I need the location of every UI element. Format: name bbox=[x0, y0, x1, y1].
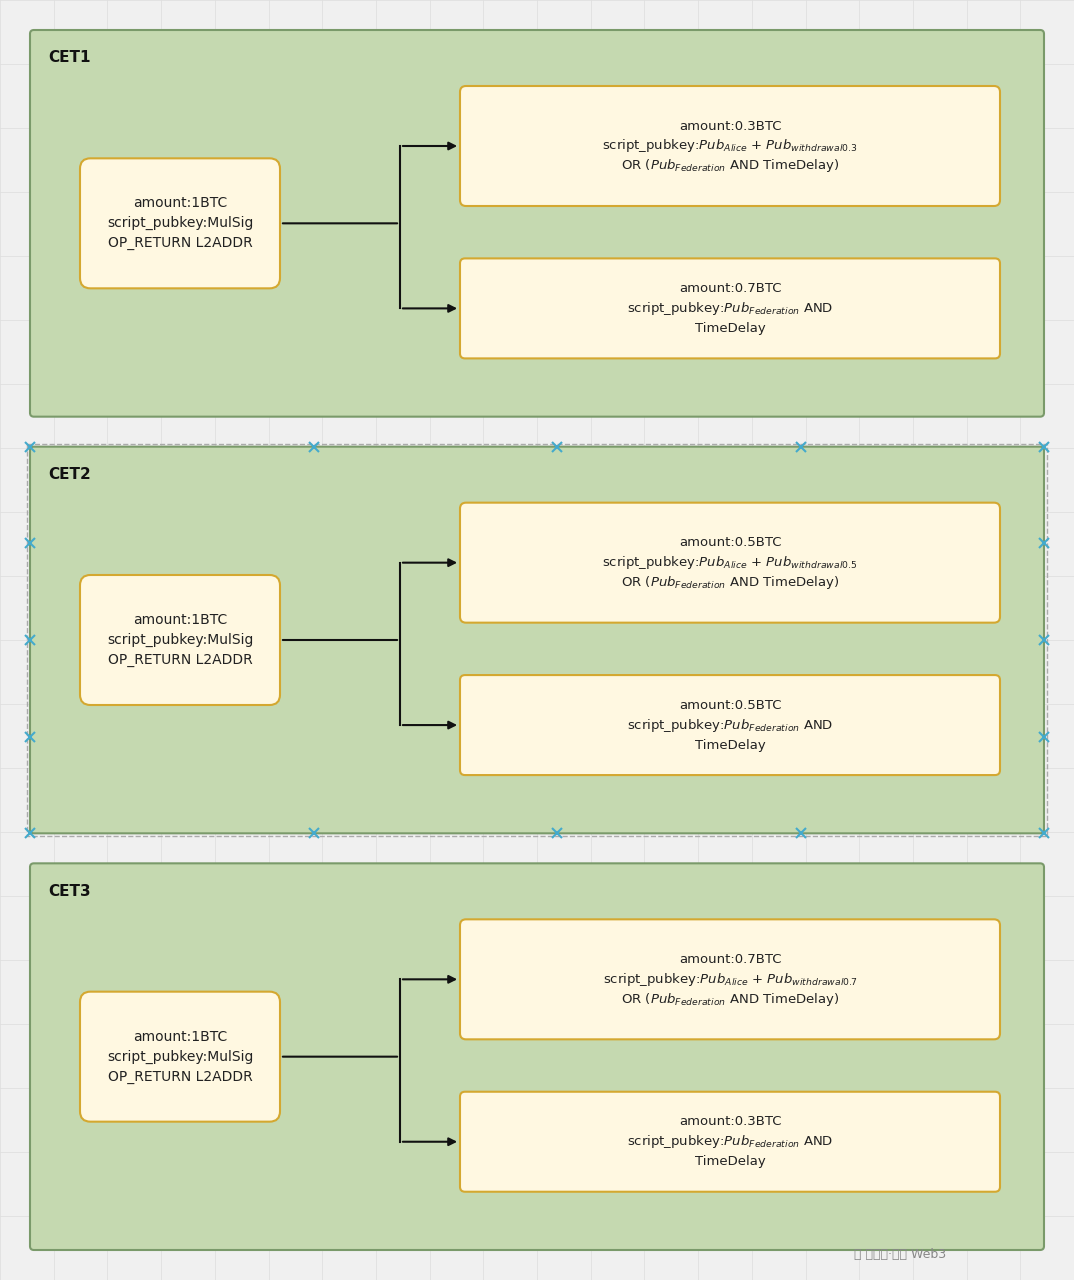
Text: script_pubkey:MulSig: script_pubkey:MulSig bbox=[106, 1050, 253, 1064]
Text: OP_RETURN L2ADDR: OP_RETURN L2ADDR bbox=[107, 1070, 252, 1084]
Text: OR ($\mathit{Pub}_{Federation}$ AND TimeDelay): OR ($\mathit{Pub}_{Federation}$ AND Time… bbox=[621, 157, 839, 174]
Text: script_pubkey:$\mathit{Pub}_{Federation}$ AND: script_pubkey:$\mathit{Pub}_{Federation}… bbox=[627, 300, 833, 317]
Text: CET3: CET3 bbox=[48, 883, 90, 899]
Text: script_pubkey:$\mathit{Pub}_{Federation}$ AND: script_pubkey:$\mathit{Pub}_{Federation}… bbox=[627, 1133, 833, 1151]
Text: TimeDelay: TimeDelay bbox=[695, 321, 766, 335]
Text: CET2: CET2 bbox=[48, 467, 90, 483]
Text: OR ($\mathit{Pub}_{Federation}$ AND TimeDelay): OR ($\mathit{Pub}_{Federation}$ AND Time… bbox=[621, 575, 839, 591]
Text: amount:0.3BTC: amount:0.3BTC bbox=[679, 1115, 781, 1128]
Bar bbox=[27, 444, 1047, 836]
FancyBboxPatch shape bbox=[30, 863, 1044, 1251]
Text: script_pubkey:MulSig: script_pubkey:MulSig bbox=[106, 632, 253, 648]
Text: TimeDelay: TimeDelay bbox=[695, 1156, 766, 1169]
Text: amount:1BTC: amount:1BTC bbox=[133, 613, 227, 627]
FancyBboxPatch shape bbox=[460, 675, 1000, 776]
Text: TimeDelay: TimeDelay bbox=[695, 739, 766, 751]
Text: script_pubkey:MulSig: script_pubkey:MulSig bbox=[106, 216, 253, 230]
Text: amount:0.7BTC: amount:0.7BTC bbox=[679, 952, 781, 966]
FancyBboxPatch shape bbox=[460, 1092, 1000, 1192]
FancyBboxPatch shape bbox=[460, 503, 1000, 622]
Text: amount:0.7BTC: amount:0.7BTC bbox=[679, 282, 781, 294]
FancyBboxPatch shape bbox=[460, 259, 1000, 358]
FancyBboxPatch shape bbox=[79, 575, 280, 705]
Text: amount:0.5BTC: amount:0.5BTC bbox=[679, 699, 781, 712]
Text: script_pubkey:$\mathit{Pub}_{Alice}$ + $\mathit{Pub}_{withdrawal0.5}$: script_pubkey:$\mathit{Pub}_{Alice}$ + $… bbox=[603, 554, 858, 571]
Text: amount:1BTC: amount:1BTC bbox=[133, 196, 227, 210]
FancyBboxPatch shape bbox=[79, 159, 280, 288]
Text: amount:0.5BTC: amount:0.5BTC bbox=[679, 536, 781, 549]
FancyBboxPatch shape bbox=[30, 447, 1044, 833]
Text: amount:0.3BTC: amount:0.3BTC bbox=[679, 119, 781, 133]
Text: script_pubkey:$\mathit{Pub}_{Federation}$ AND: script_pubkey:$\mathit{Pub}_{Federation}… bbox=[627, 717, 833, 733]
FancyBboxPatch shape bbox=[460, 919, 1000, 1039]
Text: 🔗 公众号·极客 Web3: 🔗 公众号·极客 Web3 bbox=[854, 1248, 946, 1262]
Text: CET1: CET1 bbox=[48, 50, 90, 65]
Text: script_pubkey:$\mathit{Pub}_{Alice}$ + $\mathit{Pub}_{withdrawal0.7}$: script_pubkey:$\mathit{Pub}_{Alice}$ + $… bbox=[603, 970, 857, 988]
Text: amount:1BTC: amount:1BTC bbox=[133, 1029, 227, 1043]
FancyBboxPatch shape bbox=[460, 86, 1000, 206]
FancyBboxPatch shape bbox=[30, 29, 1044, 417]
FancyBboxPatch shape bbox=[79, 992, 280, 1121]
Text: script_pubkey:$\mathit{Pub}_{Alice}$ + $\mathit{Pub}_{withdrawal0.3}$: script_pubkey:$\mathit{Pub}_{Alice}$ + $… bbox=[603, 137, 858, 155]
Text: OR ($\mathit{Pub}_{Federation}$ AND TimeDelay): OR ($\mathit{Pub}_{Federation}$ AND Time… bbox=[621, 991, 839, 1007]
Text: OP_RETURN L2ADDR: OP_RETURN L2ADDR bbox=[107, 653, 252, 667]
Text: OP_RETURN L2ADDR: OP_RETURN L2ADDR bbox=[107, 237, 252, 251]
